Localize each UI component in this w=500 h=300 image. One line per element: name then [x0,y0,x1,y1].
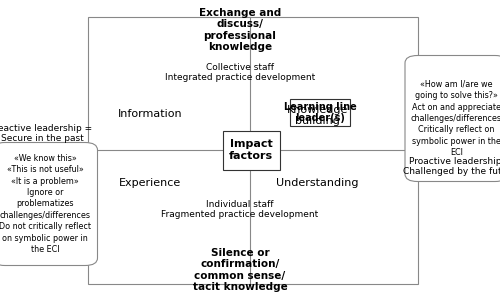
Text: «We know this»
«This is not useful»
«It is a problem»
Ignore or
problematizes
ch: «We know this» «This is not useful» «It … [0,154,91,254]
FancyBboxPatch shape [405,56,500,182]
FancyBboxPatch shape [222,130,280,170]
FancyBboxPatch shape [290,99,350,126]
Text: Collective staff
Integrated practice development: Collective staff Integrated practice dev… [165,63,315,83]
Text: Reactive leadership =
Secure in the past: Reactive leadership = Secure in the past [0,124,92,143]
Text: Exchange and
discuss/
professional
knowledge: Exchange and discuss/ professional knowl… [199,8,281,52]
Text: Impact
factors: Impact factors [229,139,274,161]
Text: Knowledge
building: Knowledge building [287,105,348,126]
Text: «How am I/are we
going to solve this?»
Act on and appreciate
challenges/differen: «How am I/are we going to solve this?» A… [411,80,500,157]
Text: Silence or
confirmation/
common sense/
tacit knowledge: Silence or confirmation/ common sense/ t… [192,248,288,292]
Text: Learning line
leader(s): Learning line leader(s) [284,102,356,123]
Text: Experience: Experience [119,178,181,188]
Text: Individual staff
Fragmented practice development: Individual staff Fragmented practice dev… [162,200,318,219]
Text: Proactive leadership =
Challenged by the future: Proactive leadership = Challenged by the… [403,157,500,176]
Text: Information: Information [118,109,182,119]
FancyBboxPatch shape [0,142,98,266]
Text: Understanding: Understanding [276,178,359,188]
